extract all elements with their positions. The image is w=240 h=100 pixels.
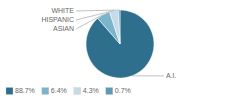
leader-line xyxy=(76,14,103,29)
legend-swatch xyxy=(106,88,113,95)
legend-label: 6.4% xyxy=(51,87,67,94)
legend-item: 4.3% xyxy=(74,87,99,94)
pie-slice xyxy=(110,10,120,44)
slice-label: WHITE xyxy=(51,7,74,14)
pie-slice xyxy=(86,10,154,78)
legend: 88.7% 6.4% 4.3% 0.7% xyxy=(6,87,131,94)
chart: WHITE HISPANIC ASIAN A.I. 88.7% 6.4% 4.3% 0.7% xyxy=(0,0,240,100)
slice-label: A.I. xyxy=(166,72,177,79)
legend-label: 4.3% xyxy=(83,87,99,94)
legend-swatch xyxy=(74,88,81,95)
leader-line xyxy=(76,10,119,12)
slice-label: ASIAN xyxy=(53,25,74,32)
legend-label: 88.7% xyxy=(15,87,35,94)
slice-labels: WHITE HISPANIC ASIAN A.I. xyxy=(41,7,176,79)
legend-item: 0.7% xyxy=(106,87,131,94)
legend-swatch xyxy=(6,88,13,95)
pie xyxy=(86,10,154,78)
legend-item: 88.7% xyxy=(6,87,35,94)
legend-swatch xyxy=(42,88,49,95)
pie-slice xyxy=(119,10,120,44)
legend-item: 6.4% xyxy=(42,87,67,94)
slice-label: HISPANIC xyxy=(41,16,74,23)
leader-line xyxy=(132,75,164,76)
legend-label: 0.7% xyxy=(115,87,131,94)
